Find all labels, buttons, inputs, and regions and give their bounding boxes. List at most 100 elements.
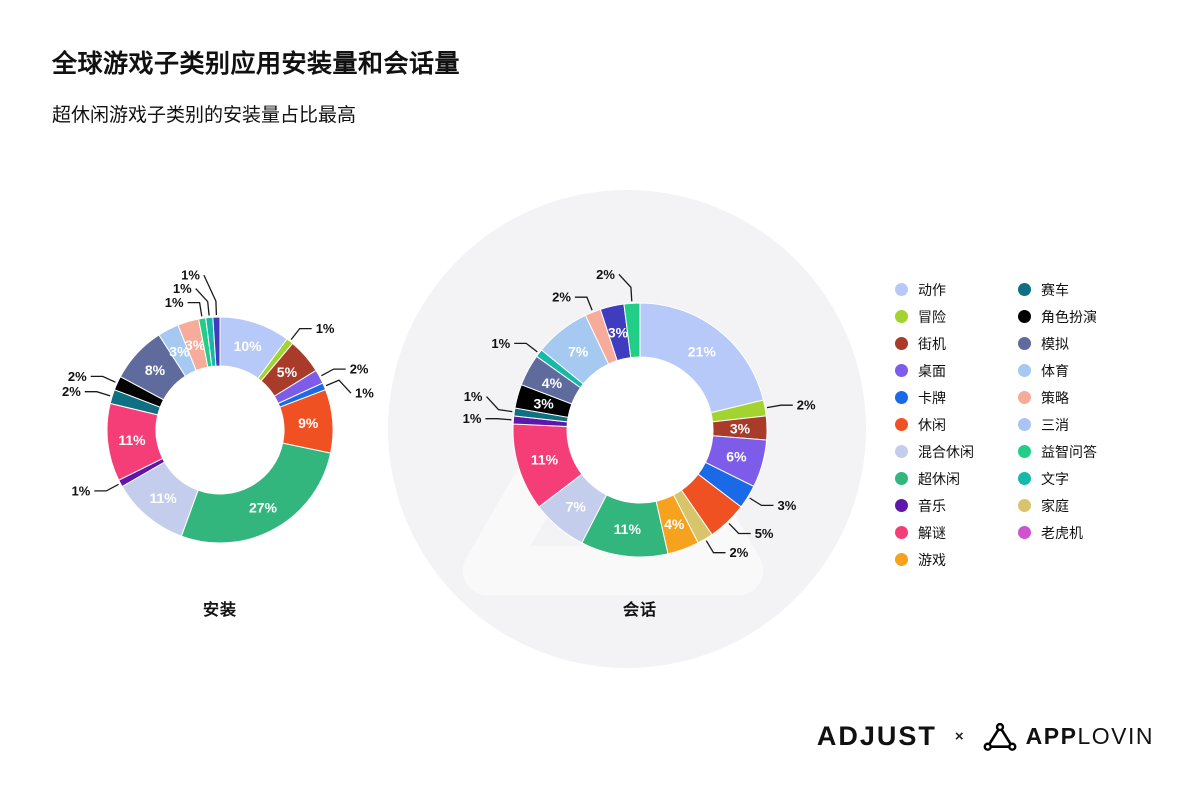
footer-logos: ADJUST × APPLOVIN [817,720,1154,753]
legend-label: 冒险 [918,308,946,325]
legend-swatch [895,553,908,566]
legend-swatch [895,526,908,539]
logo-separator: × [954,728,964,745]
legend-swatch [1018,418,1031,431]
callout-line [195,288,210,316]
legend-swatch [895,283,908,296]
segment-value-label: 11% [531,452,559,468]
donut-segment-三消 [212,316,221,367]
callout-line [203,274,218,316]
legend-label: 三消 [1041,416,1069,433]
legend-item-体育: 体育 [1018,357,1097,384]
callout-line [618,273,633,302]
segment-value-label: 27% [249,499,278,515]
legend-swatch [895,445,908,458]
segment-value-label: 1% [173,281,192,296]
legend-item-混合休闲: 混合休闲 [895,438,974,465]
legend-label: 超休闲 [918,470,960,487]
legend-swatch [895,310,908,323]
segment-value-label: 2% [68,369,87,384]
legend-item-卡牌: 卡牌 [895,384,974,411]
installs-chart-caption: 安装 [202,602,237,619]
legend-label: 混合休闲 [918,443,974,460]
legend-swatch [895,418,908,431]
legend-swatch [895,472,908,485]
installs-donut-svg: 10%1%5% 2%1%9%27%11%1%11%2%2% 8%3%3%1%1%1% [62,268,374,544]
page-subtitle: 超休闲游戏子类别的安装量占比最高 [52,105,357,126]
segment-value-label: 1% [181,268,200,283]
segment-value-label: 3% [169,343,190,359]
legend-label: 赛车 [1041,281,1069,298]
legend-swatch [1018,337,1031,350]
legend-item-老虎机: 老虎机 [1018,519,1097,546]
donut-segment-动作 [639,302,765,414]
legend-label: 街机 [918,335,946,352]
legend-item-家庭: 家庭 [1018,492,1097,519]
segment-value-label: 11% [118,432,146,448]
segment-value-label: 11% [614,521,642,537]
segment-value-label: 1% [463,411,482,426]
legend-label: 益智问答 [1041,443,1097,460]
callout-line [705,540,726,554]
legend-swatch [1018,526,1031,539]
legend-item-赛车: 赛车 [1018,276,1097,303]
legend-label: 桌面 [918,362,946,379]
applovin-triangle-icon [983,722,1017,751]
sessions-donut-chart: 21% 2% 3% 6% 3% 5% 2% 4% 11% 7% 11% 1% 1% 3% 4% 1% 7% 2% 3… [420,230,860,630]
legend-label: 动作 [918,281,946,298]
legend-item-冒险: 冒险 [895,303,974,330]
segment-value-label: 1% [491,336,510,351]
legend-label: 策略 [1041,389,1069,406]
legend-item-超休闲: 超休闲 [895,465,974,492]
applovin-logo: APPLOVIN [982,720,1154,753]
segment-value-label: 7% [568,343,589,359]
legend-label: 卡牌 [918,389,946,406]
legend-swatch [1018,445,1031,458]
legend-label: 模拟 [1041,335,1069,352]
segment-value-label: 2% [596,267,615,282]
donut-segment-益智问答 [623,302,641,359]
segment-value-label: 9% [298,415,319,431]
legend-label: 角色扮演 [1041,308,1097,325]
legend-item-益智问答: 益智问答 [1018,438,1097,465]
legend-swatch [1018,310,1031,323]
category-legend: 动作 冒险 街机 桌面 卡牌 休闲 混合休闲 超休闲 音乐 解谜 游戏 赛车 角色扮演 模拟 体育 策略 三消益… [895,276,1097,573]
legend-label: 文字 [1041,470,1069,487]
legend-item-音乐: 音乐 [895,492,974,519]
segment-value-label: 21% [688,343,717,359]
legend-swatch [1018,472,1031,485]
page-header: 全球游戏子类别应用安装量和会话量 超休闲游戏子类别的安装量占比最高 [52,44,460,127]
segment-value-label: 5% [755,526,774,541]
legend-label: 游戏 [918,551,946,568]
callout-line [514,342,538,353]
legend-item-角色扮演: 角色扮演 [1018,303,1097,330]
adjust-logo: ADJUST [817,721,937,752]
callout-line [486,396,513,413]
installs-donut-chart: 10% 1% 5% 2% 1% 9% 27% 11% 1% 11% 2% 2% 8% 3% 3% 1% 1% 1% [10,240,430,620]
sessions-donut-svg: 21% 2% 3% 6% 3% 5% 2% 4% 11% 7% 11% 1% 1% 3% 4% 1% 7% 2% 3… [463,267,816,560]
donut-segment-超休闲 [180,442,332,544]
segment-value-label: 3% [533,395,554,411]
adjust-logo-text: ADJUST [816,721,937,751]
legend-label: 家庭 [1041,497,1069,514]
legend-column: 赛车角色扮演模拟体育策略三消益智问答文字家庭老虎机 [1018,276,1097,573]
callout-line [574,296,593,311]
legend-label: 老虎机 [1041,524,1083,541]
legend-item-三消: 三消 [1018,411,1097,438]
segment-value-label: 4% [542,375,563,391]
legend-item-休闲: 休闲 [895,411,974,438]
sessions-chart-caption: 会话 [622,602,657,619]
segment-value-label: 3% [778,498,797,513]
segment-value-label: 5% [277,364,298,380]
callout-line [290,327,312,341]
segment-value-label: 2% [552,290,571,305]
callout-line [749,497,774,507]
legend-label: 体育 [1041,362,1069,379]
callout-line [94,483,119,492]
segment-value-label: 7% [566,499,587,515]
legend-item-动作: 动作 [895,276,974,303]
legend-swatch [1018,391,1031,404]
legend-item-街机: 街机 [895,330,974,357]
callout-line [766,404,793,409]
